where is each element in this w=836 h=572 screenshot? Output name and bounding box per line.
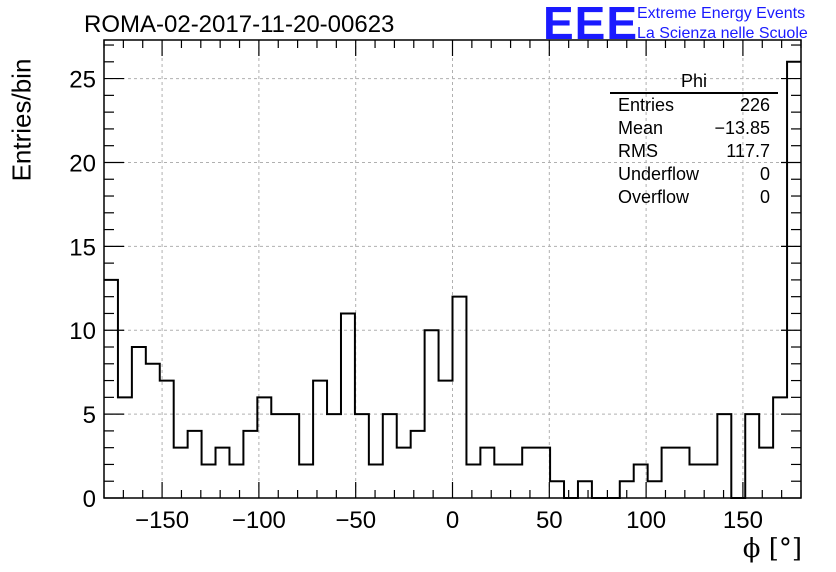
histogram-bin — [132, 347, 146, 498]
x-axis-label: ϕ [°] — [742, 534, 802, 564]
y-tick-label: 15 — [69, 234, 96, 261]
x-tick-label: 0 — [446, 507, 459, 534]
y-tick-label: 5 — [83, 402, 96, 429]
histogram-bin — [104, 280, 118, 498]
stats-label: Mean — [618, 118, 664, 138]
stats-row-entries: Entries 226 — [610, 94, 778, 117]
histogram-bin — [202, 464, 216, 498]
stats-value: 0 — [759, 187, 770, 207]
stats-value: 226 — [739, 95, 770, 115]
histogram-bin — [188, 431, 202, 498]
histogram-bin — [383, 414, 397, 498]
stats-label: Entries — [618, 95, 675, 115]
histogram-bin — [759, 448, 773, 498]
histogram-bin — [397, 448, 411, 498]
histogram-bin — [285, 414, 299, 498]
histogram-bin — [216, 448, 230, 498]
grid-lines — [104, 40, 801, 498]
x-axis: −150 −100 −50 0 50 100 150 — [103, 40, 802, 534]
stats-value: 117.7 — [726, 141, 770, 161]
y-tick-label: 25 — [69, 67, 96, 94]
stats-value: −13.85 — [714, 118, 770, 138]
histogram-bin — [174, 448, 188, 498]
histogram-series — [104, 60, 801, 499]
x-tick-label: 50 — [536, 507, 563, 534]
y-axis-label-box: Entries/bin — [2, 40, 42, 200]
chart-title: ROMA-02-2017-11-20-00623 — [84, 11, 395, 38]
histogram-bin — [703, 464, 717, 498]
histogram-bin — [439, 381, 453, 498]
y-tick-label: 0 — [83, 486, 96, 513]
histogram-bin — [313, 381, 327, 498]
histogram-bin — [271, 414, 285, 498]
histogram-bin — [662, 448, 676, 498]
histogram-bin — [689, 464, 703, 498]
stats-label: Overflow — [618, 187, 690, 207]
x-tick-label: −50 — [335, 507, 376, 534]
x-tick-label: −100 — [232, 507, 286, 534]
histogram-bin — [327, 414, 341, 498]
histogram-bin — [676, 448, 690, 498]
histogram-bin — [355, 414, 369, 498]
x-tick-label: −150 — [135, 507, 189, 534]
histogram-bin — [453, 297, 467, 498]
histogram-bin — [466, 464, 480, 498]
histogram-bin — [146, 364, 160, 498]
histogram-bin — [773, 397, 787, 498]
y-tick-label: 10 — [69, 318, 96, 345]
histogram-bin — [229, 464, 243, 498]
histogram-bin — [299, 464, 313, 498]
histogram-bin — [411, 431, 425, 498]
histogram-bin — [243, 431, 257, 498]
histogram-outline — [104, 60, 801, 499]
histogram-bin — [717, 414, 731, 498]
stats-box: Phi Entries 226 Mean −13.85 RMS 117.7 Un… — [610, 70, 778, 209]
histogram-bin — [745, 414, 759, 498]
y-axis-label: Entries/bin — [6, 58, 37, 182]
histogram-bin — [480, 448, 494, 498]
stats-value: 0 — [759, 164, 770, 184]
stats-row-overflow: Overflow 0 — [610, 186, 778, 209]
stats-row-underflow: Underflow 0 — [610, 163, 778, 186]
histogram-bin — [536, 448, 550, 498]
histogram-bin — [369, 464, 383, 498]
eee-logo: EEE — [543, 0, 639, 49]
logo-caption-line1: Extreme Energy Events — [637, 5, 806, 22]
stats-box-title: Phi — [610, 70, 778, 94]
logo-caption-line2: La Scienza nelle Scuole — [637, 25, 808, 42]
histogram-bin — [578, 481, 592, 498]
x-tick-label: 100 — [626, 507, 666, 534]
x-tick-label: 150 — [723, 507, 763, 534]
stats-label: Underflow — [618, 164, 700, 184]
y-tick-label: 20 — [69, 150, 96, 177]
histogram-bin — [494, 464, 508, 498]
stats-row-mean: Mean −13.85 — [610, 117, 778, 140]
histogram-bin — [648, 481, 662, 498]
histogram-bin — [118, 397, 132, 498]
stats-row-rms: RMS 117.7 — [610, 140, 778, 163]
histogram-bin — [550, 481, 564, 498]
histogram-bin — [522, 448, 536, 498]
logo-caption: Extreme Energy Events La Scienza nelle S… — [637, 4, 808, 44]
stats-label: RMS — [618, 141, 658, 161]
histogram-bin — [341, 313, 355, 498]
y-axis: 0 5 10 15 20 25 — [69, 44, 801, 513]
